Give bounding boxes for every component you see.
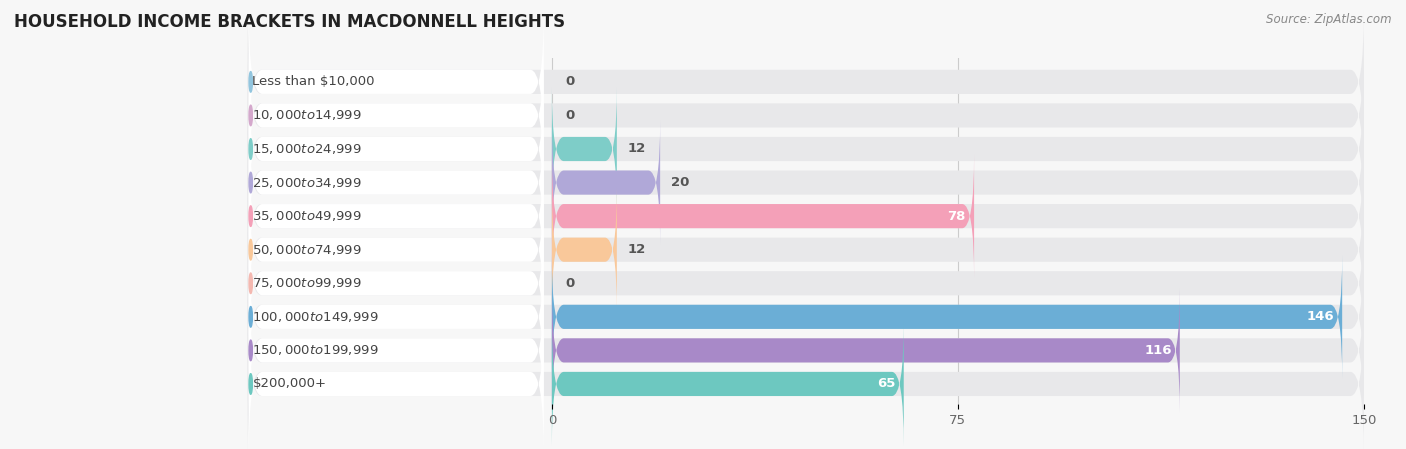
Circle shape (249, 105, 252, 126)
Text: $15,000 to $24,999: $15,000 to $24,999 (253, 142, 363, 156)
FancyBboxPatch shape (249, 144, 544, 288)
FancyBboxPatch shape (249, 211, 544, 355)
Text: $35,000 to $49,999: $35,000 to $49,999 (253, 209, 363, 223)
FancyBboxPatch shape (249, 77, 544, 221)
Circle shape (249, 307, 252, 327)
FancyBboxPatch shape (247, 178, 1364, 321)
Text: Source: ZipAtlas.com: Source: ZipAtlas.com (1267, 13, 1392, 26)
FancyBboxPatch shape (553, 188, 617, 312)
FancyBboxPatch shape (553, 154, 974, 278)
Text: 0: 0 (565, 75, 575, 88)
FancyBboxPatch shape (249, 44, 544, 187)
Text: $75,000 to $99,999: $75,000 to $99,999 (253, 276, 363, 290)
FancyBboxPatch shape (249, 312, 544, 449)
FancyBboxPatch shape (247, 111, 1364, 255)
Text: 12: 12 (627, 243, 645, 256)
Text: 78: 78 (948, 210, 966, 223)
FancyBboxPatch shape (249, 10, 544, 154)
Circle shape (249, 374, 252, 394)
Text: 0: 0 (565, 277, 575, 290)
FancyBboxPatch shape (247, 10, 1364, 154)
Circle shape (249, 71, 252, 92)
FancyBboxPatch shape (247, 278, 1364, 422)
Circle shape (249, 206, 252, 226)
Text: $100,000 to $149,999: $100,000 to $149,999 (253, 310, 380, 324)
FancyBboxPatch shape (553, 255, 1343, 379)
Circle shape (249, 340, 252, 361)
FancyBboxPatch shape (553, 121, 661, 244)
Text: $200,000+: $200,000+ (253, 378, 326, 391)
FancyBboxPatch shape (247, 77, 1364, 221)
Circle shape (249, 172, 252, 193)
Text: HOUSEHOLD INCOME BRACKETS IN MACDONNELL HEIGHTS: HOUSEHOLD INCOME BRACKETS IN MACDONNELL … (14, 13, 565, 31)
FancyBboxPatch shape (247, 211, 1364, 355)
Circle shape (249, 239, 252, 260)
Text: 0: 0 (565, 109, 575, 122)
Text: $10,000 to $14,999: $10,000 to $14,999 (253, 108, 363, 123)
Text: $50,000 to $74,999: $50,000 to $74,999 (253, 243, 363, 257)
FancyBboxPatch shape (247, 245, 1364, 389)
FancyBboxPatch shape (249, 245, 544, 389)
FancyBboxPatch shape (249, 111, 544, 255)
FancyBboxPatch shape (553, 289, 1180, 412)
FancyBboxPatch shape (247, 44, 1364, 187)
Text: 12: 12 (627, 142, 645, 155)
Text: 116: 116 (1144, 344, 1171, 357)
Text: 146: 146 (1306, 310, 1334, 323)
FancyBboxPatch shape (249, 278, 544, 422)
Text: 65: 65 (877, 378, 896, 391)
FancyBboxPatch shape (247, 144, 1364, 288)
FancyBboxPatch shape (247, 312, 1364, 449)
Circle shape (249, 139, 252, 159)
Text: Less than $10,000: Less than $10,000 (253, 75, 375, 88)
Text: 20: 20 (671, 176, 689, 189)
FancyBboxPatch shape (553, 87, 617, 211)
Text: $25,000 to $34,999: $25,000 to $34,999 (253, 176, 363, 189)
Text: $150,000 to $199,999: $150,000 to $199,999 (253, 343, 380, 357)
FancyBboxPatch shape (553, 322, 904, 446)
Circle shape (249, 273, 252, 294)
FancyBboxPatch shape (249, 178, 544, 321)
